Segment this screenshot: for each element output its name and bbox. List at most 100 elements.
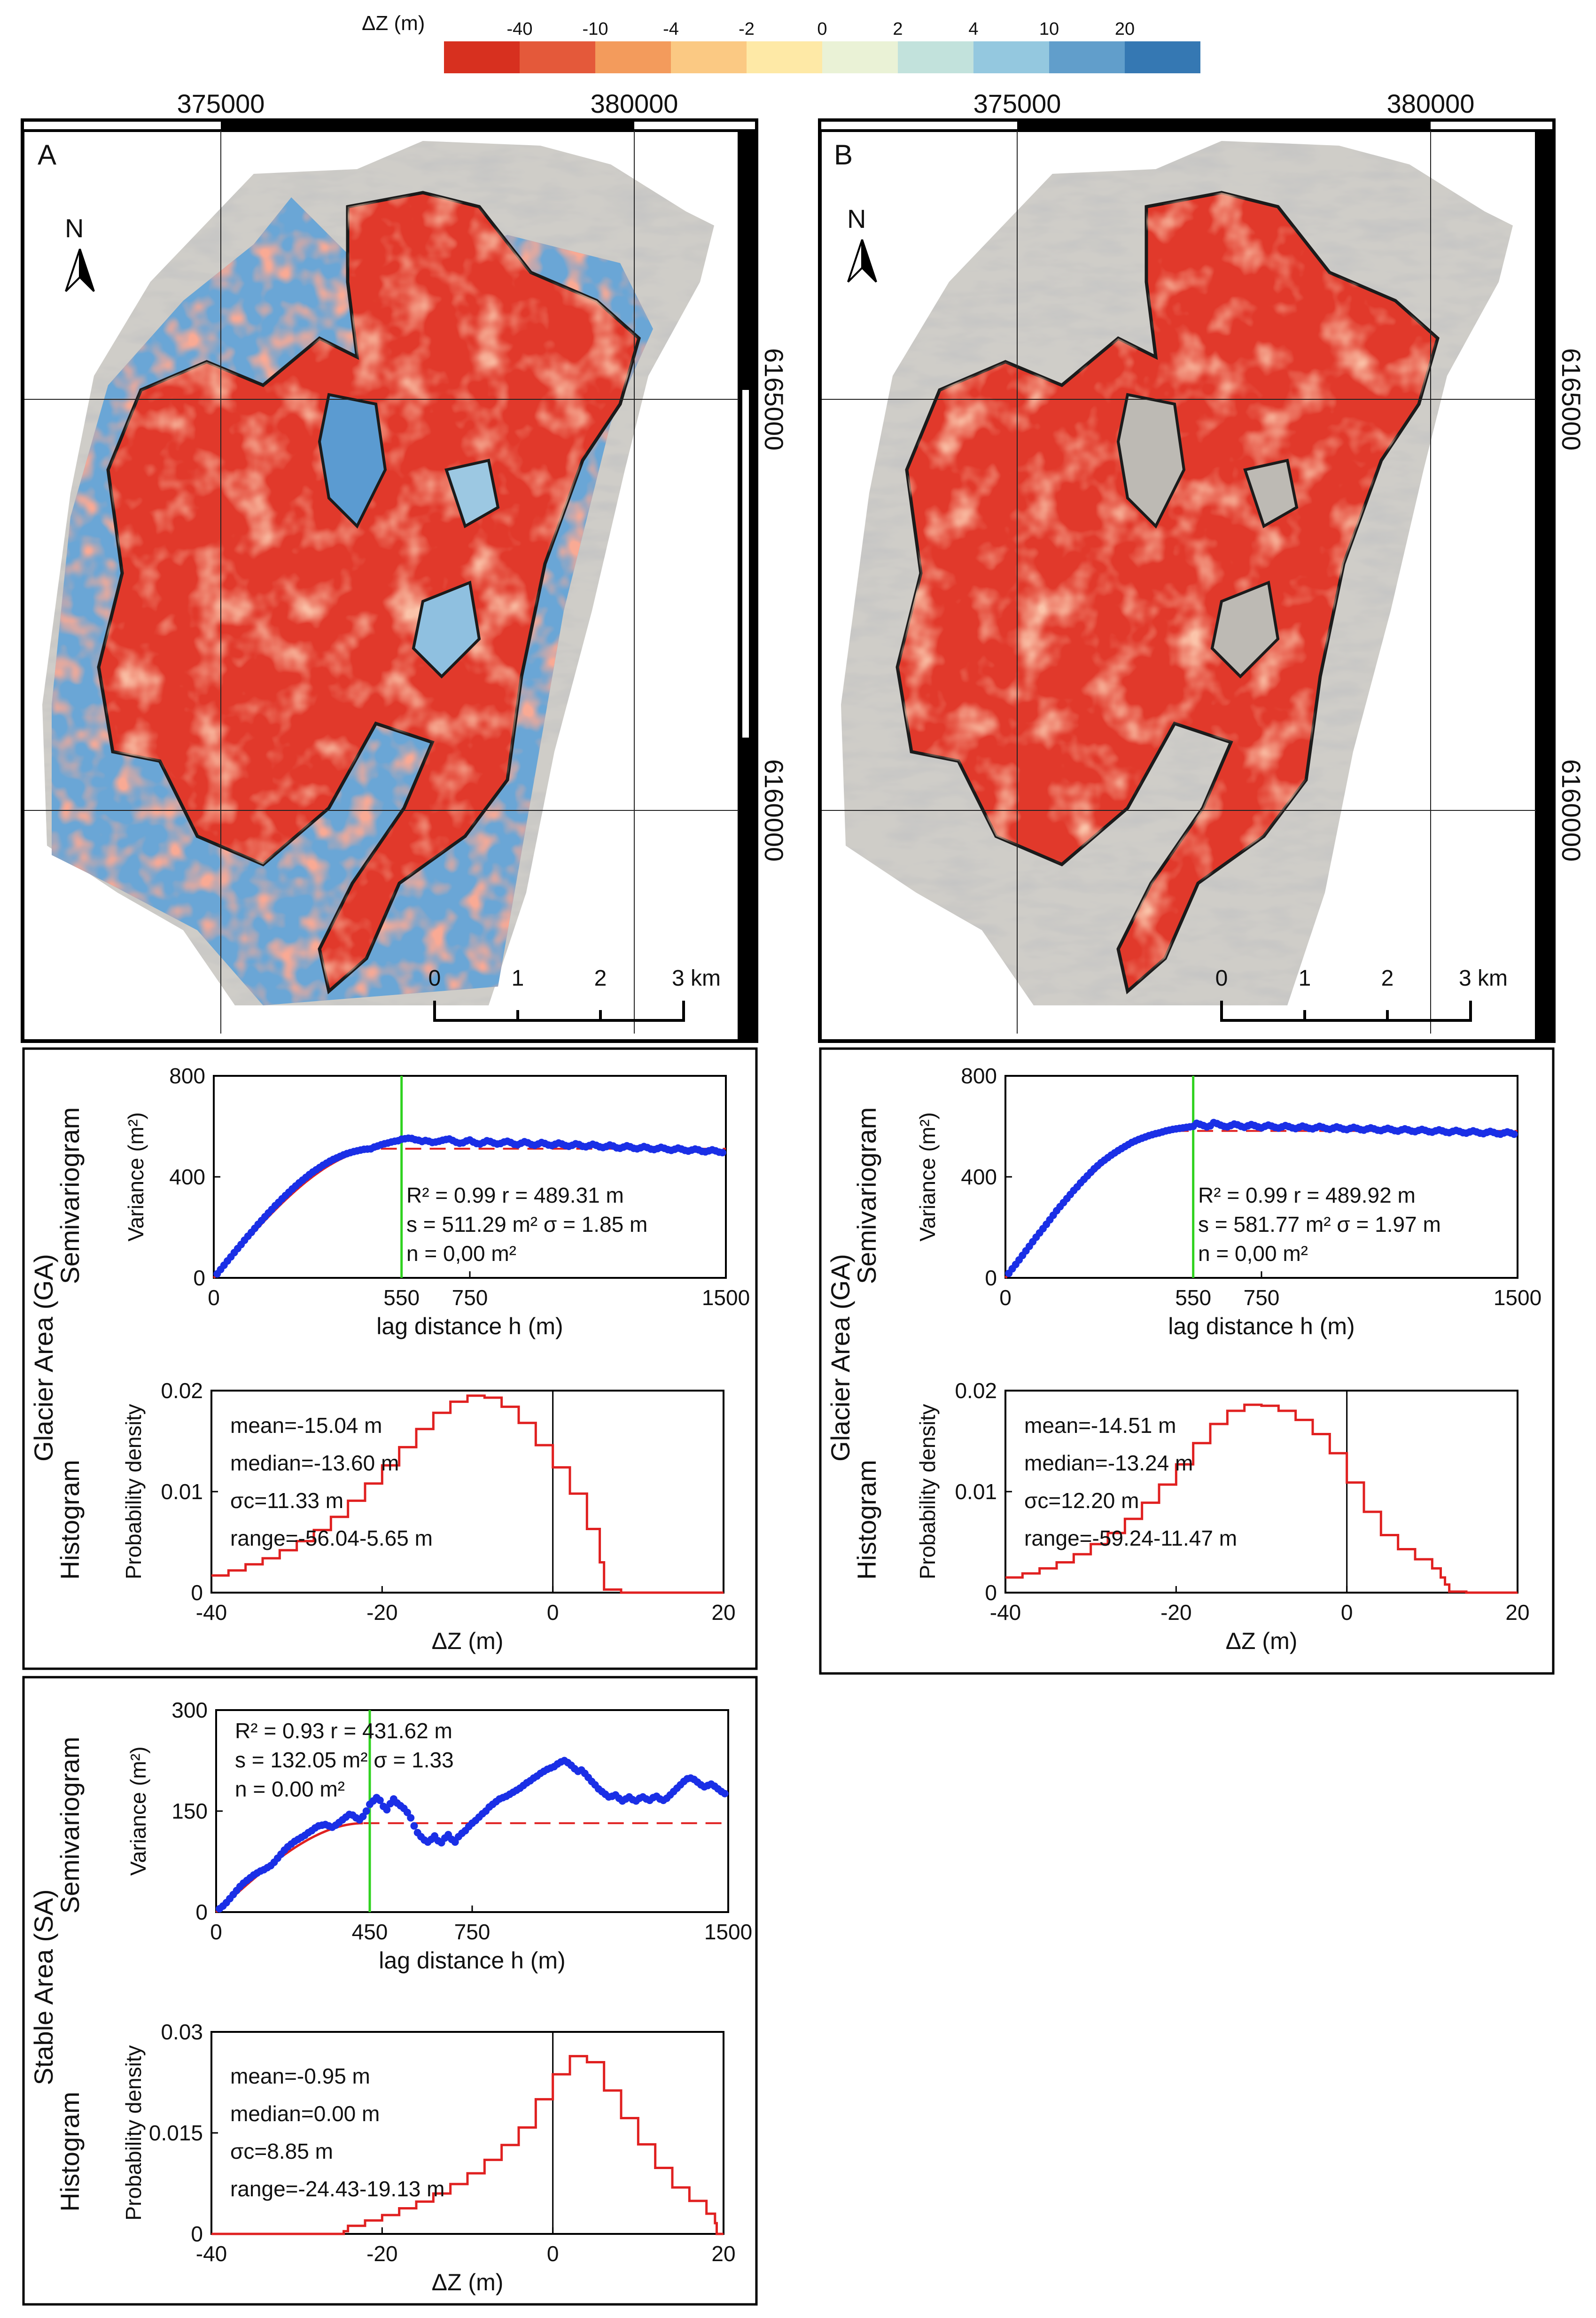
data-point xyxy=(718,1149,726,1157)
colorbar-swatch xyxy=(671,41,747,73)
histogram-line xyxy=(211,1394,724,1594)
scale-tick-label: 2 xyxy=(594,966,607,991)
data-point xyxy=(410,1822,418,1830)
y-tick-label: 400 xyxy=(961,1165,997,1189)
x-axis-label: lag distance h (m) xyxy=(1168,1313,1355,1339)
data-point xyxy=(383,1806,391,1814)
panel-label: B xyxy=(834,139,853,171)
scale-tick-label: 1 xyxy=(1299,966,1311,991)
panel-box-ga-a xyxy=(22,1047,758,1670)
histogram-line xyxy=(211,2055,724,2235)
x-tick-label: 750 xyxy=(452,1285,488,1310)
colorbar-ticks: -40 -10 -4 -2 0 2 4 10 20 xyxy=(507,19,1135,39)
colorbar-tick-label: -10 xyxy=(583,19,608,39)
data-point xyxy=(1510,1130,1518,1138)
y-tick-label: 0 xyxy=(985,1266,997,1290)
row-label-semivariogram: Semivariogram xyxy=(55,1107,85,1284)
row-label-semivariogram: Semivariogram xyxy=(852,1107,881,1284)
map-frame-top-bar xyxy=(1017,120,1431,131)
colorbar-tick-label: -2 xyxy=(739,19,755,39)
scale-tick-label: 2 xyxy=(1381,966,1394,991)
colorbar-swatch xyxy=(898,41,973,73)
x-axis-label: lag distance h (m) xyxy=(376,1313,563,1339)
x-tick-label: 1500 xyxy=(702,1285,750,1310)
x-tick-label: -40 xyxy=(196,2241,227,2266)
y-tick-label: 6165000 xyxy=(1557,348,1586,451)
colorbar-swatch xyxy=(1125,41,1200,73)
row-label-histogram: Histogram xyxy=(55,2092,85,2211)
x-axis-label: ΔZ (m) xyxy=(432,1628,504,1654)
y-tick-label: 0.01 xyxy=(161,1479,203,1504)
x-tick-label: 0 xyxy=(1341,1600,1353,1625)
scale-tick-label: 1 xyxy=(512,966,524,991)
nunatak xyxy=(1243,459,1299,529)
histogram-line xyxy=(1005,1403,1518,1594)
y-tick-label: 150 xyxy=(171,1799,208,1823)
x-tick-label: 750 xyxy=(1244,1285,1280,1310)
data-point xyxy=(359,1812,367,1820)
colorbar-swatch xyxy=(444,41,520,73)
colorbar-swatches xyxy=(444,41,1200,73)
y-tick-label: 0.02 xyxy=(955,1378,997,1403)
scale-tick-label: 3 km xyxy=(1459,966,1508,991)
stats-text: n = 0,00 m² xyxy=(1198,1241,1308,1266)
y-tick-label: 0 xyxy=(195,1900,208,1924)
data-point xyxy=(721,1789,729,1797)
scale-bar: 0 1 2 3 km xyxy=(1215,966,1508,1022)
x-tick-label: 20 xyxy=(1505,1600,1529,1625)
plot-area xyxy=(210,1390,724,1594)
plot-area xyxy=(215,1709,729,1913)
x-tick-label: 375000 xyxy=(177,89,265,118)
colorbar: ΔZ (m) -40 -10 -4 -2 0 2 4 10 20 xyxy=(362,12,1200,73)
y-tick-label: 0.01 xyxy=(955,1479,997,1504)
semivariogram-chart-ga-b: 0 550 750 1500 0 400 800 lag distance h (m) Vari… xyxy=(915,1064,1542,1339)
x-tick-label: 750 xyxy=(454,1920,490,1944)
map-frame-top-bar xyxy=(221,120,634,131)
y-tick-label: 0 xyxy=(193,1266,205,1290)
nunatak xyxy=(444,459,500,529)
stats-text: mean=-14.51 m xyxy=(1024,1413,1176,1438)
y-tick-label: 800 xyxy=(169,1064,205,1088)
x-axis-label: lag distance h (m) xyxy=(379,1947,565,1974)
x-tick-label: 375000 xyxy=(973,89,1061,118)
x-tick-label: 20 xyxy=(711,2241,735,2266)
x-tick-label: 0 xyxy=(547,2241,559,2266)
row-label-glacier: Glacier Area (GA) xyxy=(29,1254,58,1462)
nunatak xyxy=(1210,580,1280,679)
x-tick-label: -20 xyxy=(366,2241,397,2266)
colorbar-swatch xyxy=(973,41,1049,73)
x-tick-label: 380000 xyxy=(591,89,678,118)
y-tick-label: 0 xyxy=(191,2222,203,2246)
semivariogram-chart-ga-a: 0 550 750 1500 0 400 800 lag distance h (m) Vari… xyxy=(124,1064,750,1339)
x-tick-label: 1500 xyxy=(704,1920,752,1944)
data-point xyxy=(376,1797,384,1805)
y-tick-label: 6160000 xyxy=(1557,759,1586,862)
y-tick-label: 0.015 xyxy=(149,2121,203,2145)
data-point xyxy=(451,1838,459,1846)
y-tick-label: 0.03 xyxy=(161,2020,203,2044)
stats-text: n = 0,00 m² xyxy=(406,1241,516,1266)
colorbar-tick-label: -4 xyxy=(663,19,679,39)
row-label-glacier: Glacier Area (GA) xyxy=(825,1254,855,1462)
x-tick-label: -20 xyxy=(366,1600,397,1625)
plot-area xyxy=(213,1075,727,1279)
north-label: N xyxy=(65,213,84,243)
x-tick-label: 0 xyxy=(999,1285,1012,1310)
north-arrow-icon: N xyxy=(847,204,877,283)
semivariogram-chart-sa: 0 450 750 1500 0 150 300 lag distance h (m) Vari… xyxy=(126,1698,752,1974)
panel-box-ga-b xyxy=(819,1047,1555,1675)
x-tick-label: 450 xyxy=(352,1920,388,1944)
map-frame-side-gap xyxy=(742,390,749,738)
stats-text: R² = 0.93 r = 431.62 m xyxy=(235,1719,452,1743)
stats-text: n = 0.00 m² xyxy=(235,1777,345,1801)
glacier-texture xyxy=(99,193,639,991)
x-tick-label: 380000 xyxy=(1387,89,1475,118)
data-point xyxy=(403,1808,411,1816)
stats-text: range=-56.04-5.65 m xyxy=(230,1526,433,1550)
row-label-histogram: Histogram xyxy=(852,1460,881,1579)
x-tick-label: 20 xyxy=(711,1600,735,1625)
stats-text: σc=11.33 m xyxy=(230,1488,343,1513)
histogram-chart-sa: -40 -20 0 20 0 0.015 0.03 ΔZ (m) Probability den… xyxy=(121,2020,736,2295)
x-tick-label: 0 xyxy=(547,1600,559,1625)
scale-tick-label: 3 km xyxy=(672,966,721,991)
